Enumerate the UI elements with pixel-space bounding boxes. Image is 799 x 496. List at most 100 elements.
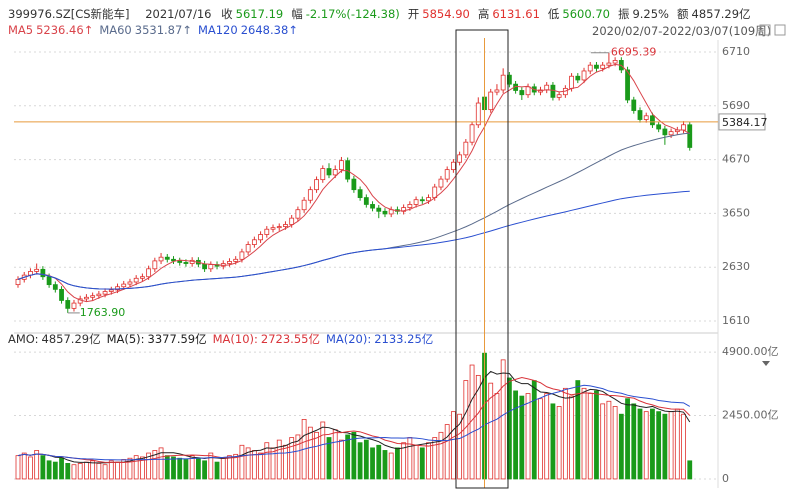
candle-body [506, 74, 512, 85]
volume-bar [506, 377, 512, 480]
volume-bar [233, 453, 239, 480]
y-tick-label: 1610 [722, 314, 750, 327]
volume-bar [314, 431, 319, 480]
volume-bar [115, 461, 120, 480]
ma-line [17, 377, 691, 464]
volume-bar [637, 408, 643, 480]
volume-bar [227, 455, 232, 480]
ma-line [17, 63, 691, 303]
candle-body [239, 251, 245, 260]
candle-body [84, 296, 89, 300]
field-value: 5600.70 [562, 7, 610, 21]
legend-name: MA120 [197, 23, 238, 37]
field-label: 开 [407, 7, 420, 21]
volume-bar [332, 429, 338, 480]
legend-name: MA5 [8, 23, 34, 37]
volume-bar [283, 444, 288, 480]
candle-body [65, 300, 71, 309]
legend-value: 4857.29亿 [41, 332, 101, 346]
crosshair-label: 5384.17 [722, 116, 768, 129]
volume-bar [513, 390, 518, 480]
candle-body [357, 189, 363, 198]
field-label: 振 [617, 7, 630, 21]
candle-body [668, 131, 674, 136]
candle-body [681, 124, 686, 131]
candle-body [687, 124, 693, 148]
candle-body [463, 141, 469, 156]
volume-bar [687, 460, 693, 480]
ma-line [17, 132, 690, 290]
candle-body [581, 70, 587, 81]
volume-bar [90, 460, 96, 480]
legend-value: 2723.55亿 [260, 332, 320, 346]
volume-bar [326, 437, 332, 480]
volume-bar [295, 434, 301, 480]
candle-body [251, 239, 257, 245]
volume-legend: AMO: 4857.29亿 MA(5): 3377.59亿 MA(10): 2723.55… [8, 331, 439, 347]
y-tick-label: 5690 [722, 99, 750, 112]
volume-bar [46, 460, 52, 480]
volume-bar [587, 393, 593, 480]
candle-body [245, 244, 251, 253]
candle-body [164, 256, 170, 260]
field-value: 5854.90 [422, 7, 470, 21]
candle-body [419, 199, 425, 202]
volume-bar [656, 411, 662, 480]
volume-bar [258, 452, 263, 480]
low-annotation: 1763.90 [80, 306, 126, 319]
candle-body [208, 264, 214, 270]
volume-bar [457, 413, 463, 480]
highlight-box [455, 29, 509, 489]
candle-body [326, 168, 332, 176]
volume-bar [264, 442, 270, 480]
icon[interactable] [762, 361, 770, 366]
volume-bar [59, 457, 64, 480]
legend-name: AMO: [8, 332, 39, 346]
candle-body [320, 168, 326, 181]
crosshair-label-box [718, 113, 766, 131]
candle-body [475, 102, 481, 126]
candle-body [258, 234, 263, 241]
candle-body [650, 115, 655, 126]
candle-body [351, 178, 357, 191]
volume-bar [488, 382, 494, 480]
volume-bar [245, 447, 251, 480]
candle-body [96, 293, 102, 297]
candle-body [59, 288, 64, 301]
volume-bar [643, 411, 649, 480]
candle-body [401, 207, 407, 212]
volume-bar [662, 413, 668, 480]
candle-body [40, 268, 46, 278]
high-annotation: 6695.39 [611, 46, 657, 59]
field-label: 幅 [291, 7, 303, 21]
volume-bar [52, 461, 58, 480]
volume-bar [376, 444, 382, 480]
candle-body [227, 261, 232, 264]
candle-body [139, 276, 145, 279]
candle-body [426, 197, 431, 202]
volume-bar [494, 393, 500, 480]
candle-body [152, 260, 158, 270]
volume-bar [339, 439, 344, 480]
volume-bar [674, 408, 680, 480]
icon[interactable] [759, 24, 771, 36]
candle-body [569, 75, 574, 89]
volume-bar [550, 403, 556, 480]
candle-body [438, 178, 444, 188]
y-tick-label: 4670 [722, 153, 750, 166]
volume-bar [158, 447, 164, 480]
volume-bar [127, 457, 133, 480]
volume-bar [133, 455, 139, 480]
candle-body [307, 189, 313, 201]
candle-body [102, 291, 108, 295]
volume-bar [363, 439, 369, 480]
volume-bar [382, 450, 388, 480]
icon[interactable] [774, 24, 786, 36]
volume-bar [531, 380, 537, 480]
candle-body [388, 209, 394, 215]
volume-bar [600, 403, 606, 480]
quote-header: 399976.SZ[CS新能车] 2021/07/16 收 5617.19 幅 -2.… [8, 6, 759, 22]
legend-value: 3377.59亿 [147, 332, 207, 346]
candle-body [171, 258, 176, 262]
